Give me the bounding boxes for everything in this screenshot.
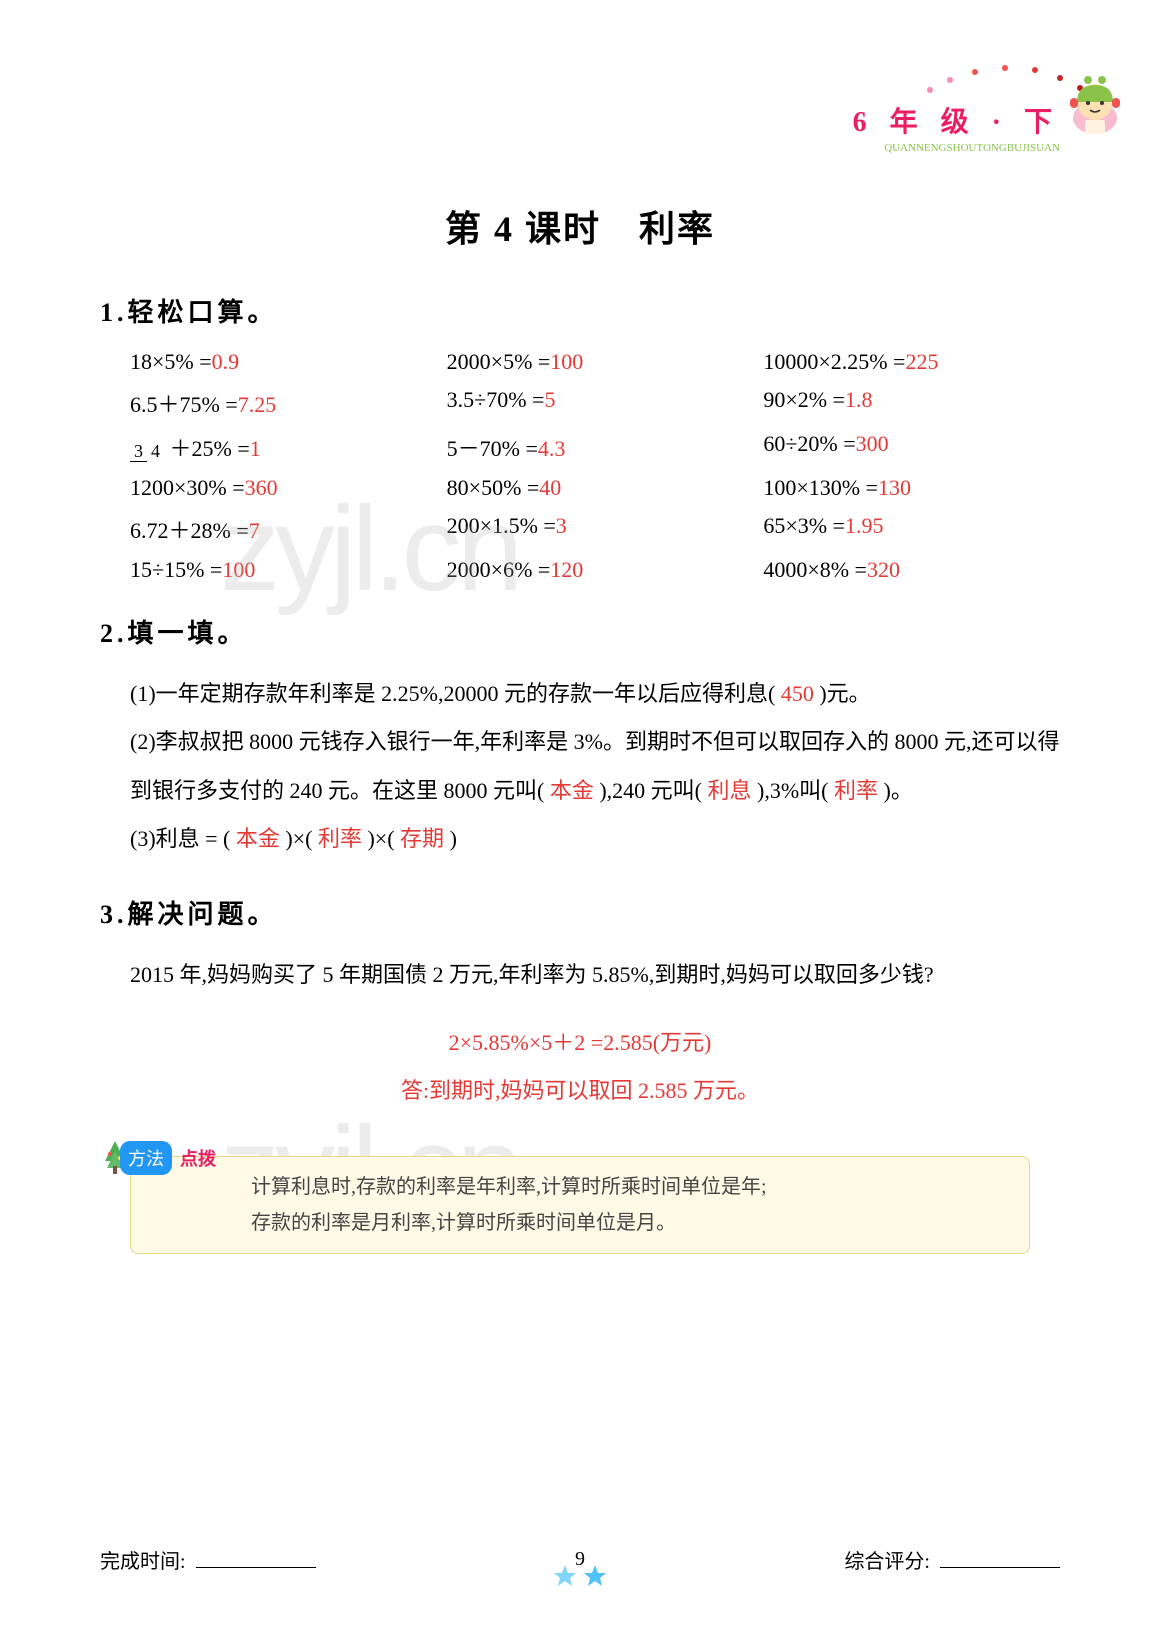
method-label: 方法 [120, 1141, 172, 1175]
calc-item: 2000×5% =100 [447, 349, 744, 375]
tip-badge: 方法点拨 [120, 1141, 224, 1175]
problem-question: 2015 年,妈妈购买了 5 年期国债 2 万元,年利率为 5.85%,到期时,… [130, 951, 1060, 999]
calc-item: 200×1.5% =3 [447, 513, 744, 545]
grade-label: 6 年 级 · 下 [853, 100, 1060, 140]
tip-line-1: 计算利息时,存款的利率是年利率,计算时所乘时间单位是年; [251, 1169, 1009, 1205]
hint-label: 点拨 [172, 1141, 224, 1175]
calc-item: 1200×30% =360 [130, 475, 427, 501]
problem-content: 2015 年,妈妈购买了 5 年期国债 2 万元,年利率为 5.85%,到期时,… [130, 951, 1060, 999]
question-1: (1)一年定期存款年利率是 2.25%,20000 元的存款一年以后应得利息( … [130, 670, 1060, 718]
time-blank-line [196, 1567, 316, 1568]
calc-item: 10000×2.25% =225 [763, 349, 1060, 375]
calc-item: 65×3% =1.95 [763, 513, 1060, 545]
tip-box: 方法点拨 计算利息时,存款的利率是年利率,计算时所乘时间单位是年; 存款的利率是… [130, 1156, 1030, 1254]
problem-solution: 2×5.85%×5＋2 =2.585(万元) 答:到期时,妈妈可以取回 2.58… [100, 1019, 1060, 1116]
tip-content: 计算利息时,存款的利率是年利率,计算时所乘时间单位是年; 存款的利率是月利率,计… [130, 1156, 1030, 1254]
calc-item: 3.5÷70% =5 [447, 387, 744, 419]
tip-line-2: 存款的利率是月利率,计算时所乘时间单位是月。 [251, 1205, 1009, 1241]
question-2: (2)李叔叔把 8000 元钱存入银行一年,年利率是 3%。到期时不但可以取回存… [130, 718, 1060, 815]
score-blank-line [940, 1567, 1060, 1568]
pinyin-subtitle: QUANNENGSHOUTONGBUJISUAN [853, 142, 1060, 154]
solution-answer: 答:到期时,妈妈可以取回 2.585 万元。 [100, 1067, 1060, 1115]
calc-item: 5－70% =4.3 [447, 431, 744, 463]
fraction: 34 [130, 442, 164, 460]
calc-item: 90×2% =1.8 [763, 387, 1060, 419]
lesson-title: 第 4 课时 利率 [100, 200, 1060, 252]
calculation-grid: 18×5% =0.9 2000×5% =100 10000×2.25% =225… [130, 349, 1060, 583]
section2-title: 2.填一填。 [100, 613, 1060, 650]
calc-item: 80×50% =40 [447, 475, 744, 501]
page-header: 6 年 级 · 下 QUANNENGSHOUTONGBUJISUAN [853, 100, 1060, 154]
completion-time: 完成时间: [100, 1545, 316, 1574]
fill-blanks-content: (1)一年定期存款年利率是 2.25%,20000 元的存款一年以后应得利息( … [130, 670, 1060, 864]
section3-title: 3.解决问题。 [100, 894, 1060, 931]
calc-item: 6.72＋28% =7 [130, 513, 427, 545]
calc-item: 6.5＋75% =7.25 [130, 387, 427, 419]
solution-calc: 2×5.85%×5＋2 =2.585(万元) [100, 1019, 1060, 1067]
calc-item: 100×130% =130 [763, 475, 1060, 501]
calc-item: 18×5% =0.9 [130, 349, 427, 375]
calc-item: 60÷20% =300 [763, 431, 1060, 463]
calc-item: 2000×6% =120 [447, 557, 744, 583]
score: 综合评分: [844, 1545, 1060, 1574]
calc-item: 34 ＋25% =1 [130, 431, 427, 463]
page-footer: 完成时间: 9 综合评分: [100, 1545, 1060, 1574]
question-3: (3)利息 = ( 本金 )×( 利率 )×( 存期 ) [130, 815, 1060, 863]
mascot-icon [1060, 70, 1130, 140]
calc-item: 4000×8% =320 [763, 557, 1060, 583]
calc-item: 15÷15% =100 [130, 557, 427, 583]
page-number: 9 [550, 1548, 610, 1571]
section1-title: 1.轻松口算。 [100, 292, 1060, 329]
